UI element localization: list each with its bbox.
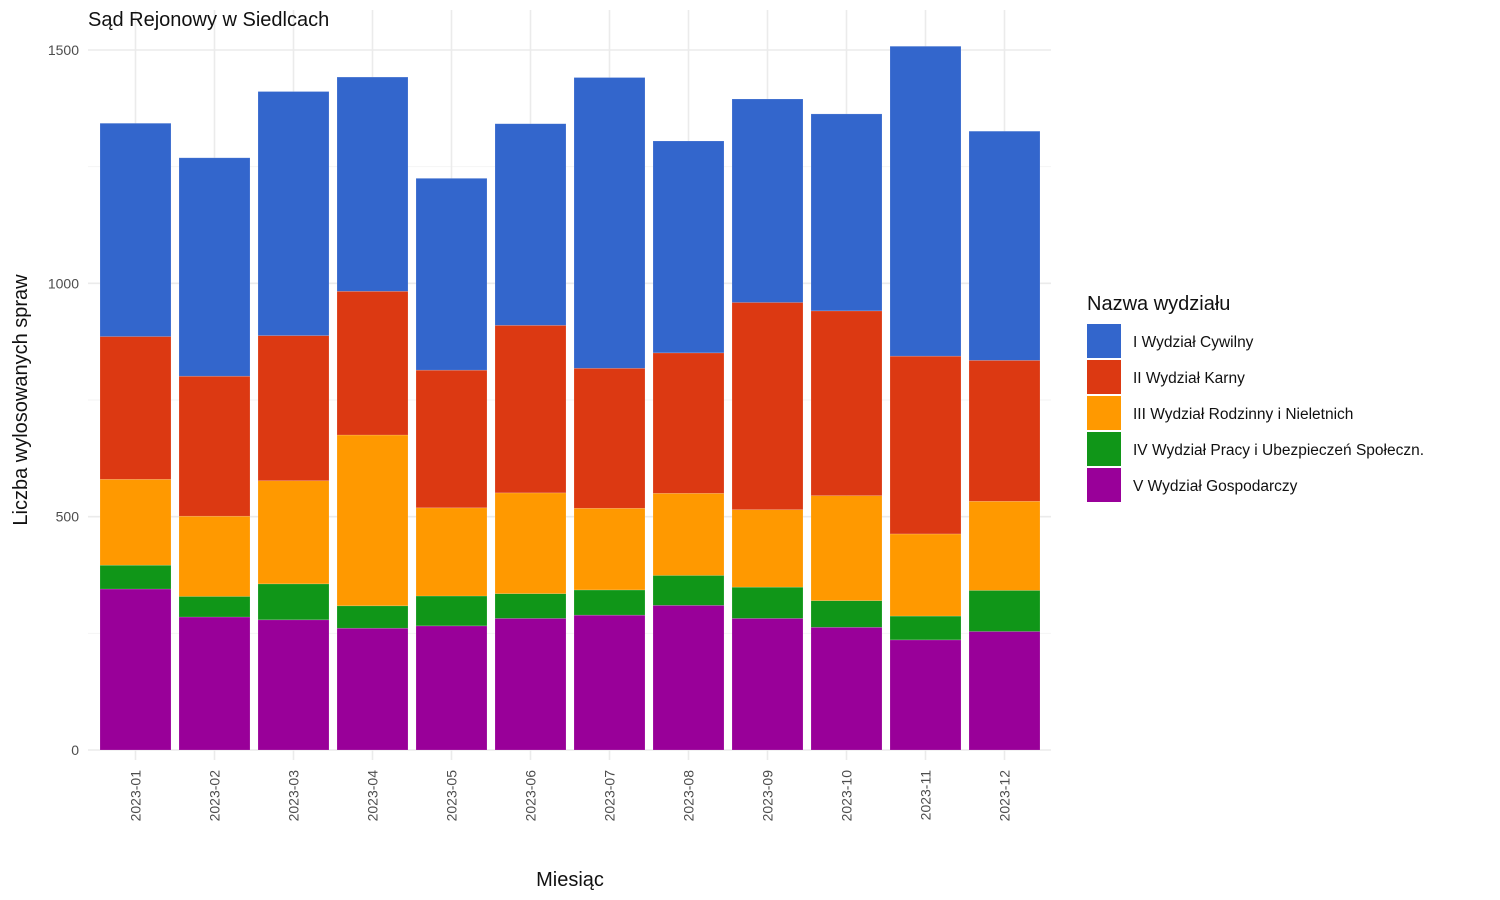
x-tick-label: 2023-08 bbox=[681, 770, 697, 822]
bar-segment bbox=[257, 619, 330, 751]
bar-segment bbox=[415, 178, 488, 371]
bar-segment bbox=[415, 595, 488, 627]
bar-segment bbox=[968, 631, 1041, 751]
bar-segment bbox=[810, 600, 883, 628]
bar-segment bbox=[810, 310, 883, 496]
bar-segment bbox=[99, 336, 172, 480]
bar-segment bbox=[968, 590, 1041, 632]
bar-segment bbox=[652, 493, 725, 576]
legend-swatch bbox=[1087, 432, 1121, 466]
bar-segment bbox=[494, 593, 567, 619]
x-tick-label: 2023-07 bbox=[602, 770, 618, 822]
legend-label: V Wydział Gospodarczy bbox=[1133, 478, 1298, 495]
bar-segment bbox=[573, 614, 646, 751]
bar-segment bbox=[99, 122, 172, 337]
bar-segment bbox=[968, 500, 1041, 591]
bar-segment bbox=[731, 618, 804, 751]
bar-segment bbox=[336, 434, 409, 607]
bar-segment bbox=[810, 495, 883, 601]
x-tick-label: 2023-03 bbox=[286, 770, 302, 822]
bar-segment bbox=[178, 375, 251, 517]
legend-label: III Wydział Rodzinny i Nieletnich bbox=[1133, 406, 1353, 423]
x-tick-label: 2023-10 bbox=[839, 770, 855, 822]
bar-segment bbox=[178, 157, 251, 377]
legend-swatch bbox=[1087, 396, 1121, 430]
bar-segment bbox=[968, 360, 1041, 502]
x-tick-label: 2023-04 bbox=[365, 770, 381, 822]
bar-segment bbox=[889, 533, 962, 617]
legend-swatch bbox=[1087, 360, 1121, 394]
bar-segment bbox=[494, 492, 567, 594]
bar-segment bbox=[810, 626, 883, 751]
bar-segment bbox=[652, 352, 725, 494]
legend-label: I Wydział Cywilny bbox=[1133, 334, 1254, 351]
bar-segment bbox=[810, 113, 883, 312]
x-tick-label: 2023-05 bbox=[444, 770, 460, 822]
y-tick-label: 1500 bbox=[48, 42, 79, 58]
bar-segment bbox=[178, 616, 251, 751]
bar-segment bbox=[257, 583, 330, 621]
y-tick-label: 500 bbox=[56, 509, 80, 525]
y-tick-label: 1000 bbox=[48, 275, 79, 291]
legend-swatch bbox=[1087, 468, 1121, 502]
x-axis-ticks: 2023-01 2023-02 2023-03 2023-04 2023-05 2023-… bbox=[128, 770, 1013, 822]
legend: Nazwa wydziału I Wydział Cywilny II Wydzi… bbox=[1087, 293, 1424, 502]
bar-segment bbox=[652, 575, 725, 606]
bar-segment bbox=[573, 367, 646, 509]
bar-segment bbox=[336, 605, 409, 629]
legend-label: II Wydział Karny bbox=[1133, 370, 1245, 387]
x-tick-label: 2023-01 bbox=[128, 770, 144, 822]
bar-segment bbox=[652, 605, 725, 751]
bar-segment bbox=[99, 564, 172, 590]
x-tick-label: 2023-09 bbox=[760, 770, 776, 822]
bar-segment bbox=[889, 639, 962, 751]
bar-segment bbox=[257, 480, 330, 585]
bar-segment bbox=[99, 588, 172, 751]
bar-segment bbox=[731, 302, 804, 510]
bar-segment bbox=[336, 290, 409, 436]
bar-segment bbox=[257, 335, 330, 482]
legend-swatch bbox=[1087, 324, 1121, 358]
bar-segment bbox=[573, 77, 646, 369]
x-tick-label: 2023-11 bbox=[918, 770, 934, 821]
bar-segment bbox=[889, 355, 962, 535]
x-axis-title: Miesiąc bbox=[536, 869, 604, 891]
x-tick-label: 2023-02 bbox=[207, 770, 223, 822]
bar-segment bbox=[494, 325, 567, 494]
bar-segment bbox=[889, 45, 962, 357]
legend-title: Nazwa wydziału bbox=[1087, 293, 1230, 315]
bar-segment bbox=[573, 507, 646, 591]
bar-segment bbox=[415, 369, 488, 509]
x-tick-label: 2023-06 bbox=[523, 770, 539, 822]
y-tick-label: 0 bbox=[71, 742, 79, 758]
chart-title: Sąd Rejonowy w Siedlcach bbox=[88, 9, 329, 31]
bar-segment bbox=[494, 618, 567, 751]
bar-segment bbox=[336, 76, 409, 292]
bar-segment bbox=[99, 479, 172, 566]
legend-label: IV Wydział Pracy i Ubezpieczeń Społeczn. bbox=[1133, 442, 1424, 459]
bar-segment bbox=[178, 596, 251, 618]
bar-segment bbox=[573, 589, 646, 616]
bar-segment bbox=[968, 130, 1041, 361]
bar-segment bbox=[652, 140, 725, 354]
bar-segment bbox=[178, 515, 251, 597]
bar-segment bbox=[889, 615, 962, 641]
bar-segment bbox=[731, 586, 804, 619]
bar-segment bbox=[494, 123, 567, 326]
x-tick-label: 2023-12 bbox=[997, 770, 1013, 822]
bar-segment bbox=[731, 509, 804, 588]
y-axis-ticks: 0 500 1000 1500 bbox=[48, 42, 79, 758]
bar-segment bbox=[415, 507, 488, 597]
bar-segment bbox=[731, 98, 804, 303]
bars bbox=[99, 45, 1041, 751]
y-axis-title: Liczba wylosowanych spraw bbox=[10, 274, 32, 526]
bar-segment bbox=[415, 625, 488, 751]
bar-segment bbox=[257, 91, 330, 336]
bar-segment bbox=[336, 627, 409, 751]
